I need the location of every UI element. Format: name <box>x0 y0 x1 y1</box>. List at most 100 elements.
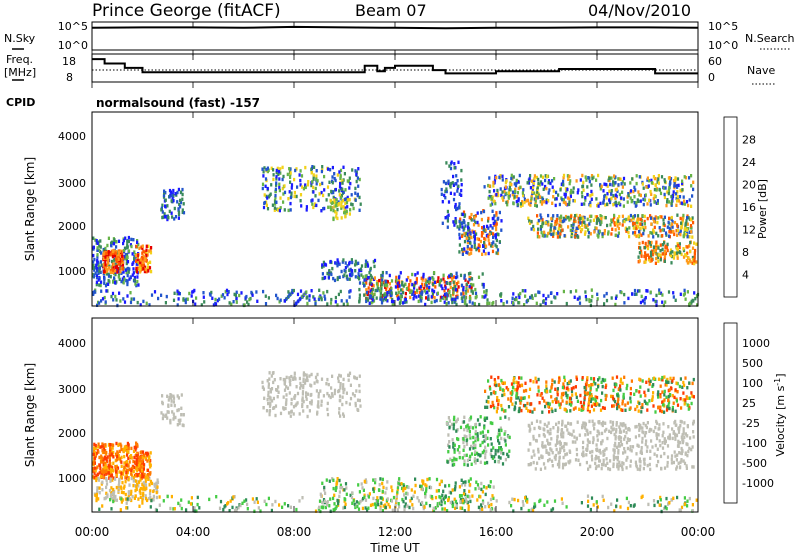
scatter-cell <box>487 235 489 238</box>
scatter-cell <box>533 408 535 411</box>
scatter-cell <box>327 185 329 188</box>
scatter-cell <box>597 385 599 388</box>
scatter-cell <box>495 211 497 214</box>
scatter-cell <box>514 405 516 408</box>
scatter-cell <box>405 292 407 295</box>
scatter-cell <box>601 185 603 188</box>
scatter-cell <box>299 412 301 415</box>
scatter-cell <box>380 298 382 301</box>
scatter-cell <box>579 302 581 305</box>
scatter-cell <box>492 226 494 229</box>
scatter-cell <box>589 410 591 413</box>
scatter-cell <box>487 430 489 433</box>
scatter-cell <box>644 260 646 263</box>
scatter-cell <box>541 411 543 414</box>
scatter-cell <box>409 279 411 282</box>
scatter-cell <box>680 225 682 228</box>
scatter-cell <box>660 192 662 195</box>
scatter-cell <box>581 228 583 231</box>
scatter-cell <box>142 267 144 270</box>
scatter-cell <box>92 254 94 257</box>
scatter-cell <box>122 242 124 245</box>
scatter-cell <box>116 270 118 273</box>
scatter-cell <box>263 202 265 205</box>
scatter-cell <box>379 477 381 480</box>
scatter-cell <box>469 500 471 503</box>
scatter-cell <box>669 388 671 391</box>
scatter-cell <box>226 289 228 292</box>
scatter-cell <box>367 298 369 301</box>
scatter-cell <box>555 220 557 223</box>
scatter-cell <box>667 461 669 464</box>
scatter-cell <box>174 292 176 295</box>
scatter-cell <box>584 386 586 389</box>
scatter-cell <box>436 299 438 302</box>
scatter-cell <box>262 187 264 190</box>
scatter-cell <box>120 472 122 475</box>
scatter-cell <box>278 177 280 180</box>
scatter-cell <box>671 461 673 464</box>
scatter-cell <box>129 291 131 294</box>
scatter-cell <box>109 443 111 446</box>
scatter-cell <box>424 289 426 292</box>
scatter-cell <box>127 274 129 277</box>
scatter-cell <box>686 397 688 400</box>
scatter-cell <box>316 182 318 185</box>
scatter-cell <box>93 443 95 446</box>
scatter-cell <box>599 202 601 205</box>
scatter-cell <box>431 295 433 298</box>
scatter-cell <box>335 300 337 303</box>
scatter-cell <box>181 393 183 396</box>
scatter-cell <box>589 451 591 454</box>
scatter-cell <box>637 217 639 220</box>
scatter-cell <box>169 210 171 213</box>
scatter-cell <box>165 199 167 202</box>
scatter-cell <box>135 254 137 257</box>
scatter-cell <box>331 375 333 378</box>
scatter-cell <box>582 181 584 184</box>
scatter-cell <box>480 211 482 214</box>
scatter-cell <box>447 216 449 219</box>
scatter-cell <box>463 232 465 235</box>
scatter-cell <box>658 181 660 184</box>
scatter-cell <box>115 240 117 243</box>
scatter-cell <box>687 235 689 238</box>
scatter-cell <box>459 485 461 488</box>
cpid-text: normalsound (fast) -157 <box>96 96 260 110</box>
scatter-cell <box>553 177 555 180</box>
scatter-cell <box>596 293 598 296</box>
scatter-cell <box>274 378 276 381</box>
scatter-cell <box>650 251 652 254</box>
scatter-cell <box>689 250 691 253</box>
scatter-cell <box>587 392 589 395</box>
scatter-cell <box>95 474 97 477</box>
scatter-cell <box>340 204 342 207</box>
scatter-cell <box>348 186 350 189</box>
scatter-cell <box>500 187 502 190</box>
scatter-cell <box>693 395 695 398</box>
scatter-cell <box>461 300 463 303</box>
scatter-cell <box>690 205 692 208</box>
scatter-cell <box>451 459 453 462</box>
scatter-cell <box>302 396 304 399</box>
scatter-cell <box>127 267 129 270</box>
scatter-cell <box>323 486 325 489</box>
scatter-cell <box>402 291 404 294</box>
scatter-cell <box>622 223 624 226</box>
scatter-cell <box>284 191 286 194</box>
scatter-cell <box>518 197 520 200</box>
scatter-cell <box>495 449 497 452</box>
scatter-cell <box>557 387 559 390</box>
scatter-cell <box>111 452 113 455</box>
scatter-cell <box>300 193 302 196</box>
scatter-cell <box>344 215 346 218</box>
scatter-cell <box>294 191 296 194</box>
scatter-cell <box>339 177 341 180</box>
scatter-cell <box>641 295 643 298</box>
scatter-cell <box>129 455 131 458</box>
scatter-cell <box>611 189 613 192</box>
scatter-cell <box>327 402 329 405</box>
scatter-cell <box>141 474 143 477</box>
scatter-cell <box>628 226 630 229</box>
scatter-cell <box>311 402 313 405</box>
